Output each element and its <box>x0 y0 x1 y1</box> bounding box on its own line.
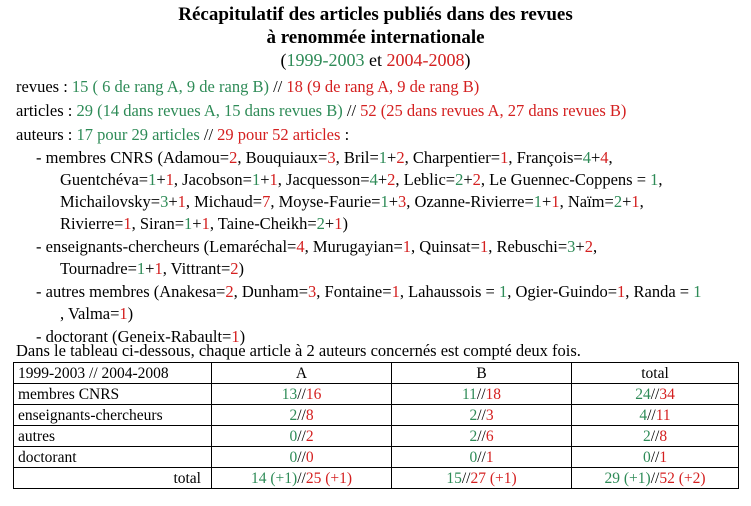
table-header-row: 1999-2003 // 2004-2008 A B total <box>13 362 739 384</box>
title-line-1: Récapitulatif des articles publiés dans … <box>178 4 573 25</box>
author-entry: Randa = 1 <box>633 282 702 301</box>
total-cell: 15//27 (+1) <box>391 467 572 489</box>
table-cell: 0//0 <box>211 446 392 468</box>
author-entry: Michailovsky=3+1, <box>60 192 195 211</box>
author-entry: Anakesa=2, <box>159 282 242 301</box>
author-entry: Taine-Cheikh=2+1) <box>217 214 348 233</box>
total-label: total <box>13 467 212 489</box>
author-entry: Dunham=3, <box>241 282 325 301</box>
author-entry: Jacobson=1+1, <box>182 170 287 189</box>
cnrs-line-3: Michailovsky=3+1, Michaud=7, Moyse-Fauri… <box>60 191 644 212</box>
summary-revues: revues : 15 ( 6 de rang A, 9 de rang B) … <box>16 77 480 96</box>
table-cell: 0//1 <box>391 446 572 468</box>
summary-articles: articles : 29 (14 dans revues A, 15 dans… <box>16 101 627 120</box>
author-entry: Vittrant=2) <box>170 259 245 278</box>
total-cell: 29 (+1)//52 (+2) <box>571 467 739 489</box>
author-entry: Ozanne-Rivierre=1+1, <box>414 192 568 211</box>
row-label: doctorant <box>13 446 212 468</box>
table-cell: 2//6 <box>391 425 572 447</box>
author-entry: François=4+4, <box>516 148 613 167</box>
table-row: doctorant 0//0 0//1 0//1 <box>13 446 739 468</box>
table-cell: 2//8 <box>571 425 739 447</box>
author-entry: Rebuschi=3+2, <box>496 237 598 256</box>
header-total: total <box>571 362 739 384</box>
total-cell: 14 (+1)//25 (+1) <box>211 467 392 489</box>
table-row: autres 0//2 2//6 2//8 <box>13 425 739 447</box>
row-label: membres CNRS <box>13 383 212 405</box>
cnrs-line-4: Rivierre=1, Siran=1+1, Taine-Cheikh=2+1) <box>60 213 348 234</box>
table-cell: 0//2 <box>211 425 392 447</box>
title-line-2: à renommée internationale <box>266 27 485 48</box>
author-entry: Leblic=2+2, <box>403 170 490 189</box>
table-row: membres CNRS 13//16 11//18 24//34 <box>13 383 739 405</box>
table-cell: 11//18 <box>391 383 572 405</box>
author-entry: Adamou=2, <box>162 148 246 167</box>
author-entry: Valma=1) <box>67 304 134 323</box>
author-entry: Lahaussois = 1, <box>408 282 516 301</box>
table-cell: 2//8 <box>211 404 392 426</box>
author-entry: Naïm=2+1, <box>567 192 644 211</box>
cnrs-line-1: - membres CNRS (Adamou=2, Bouquiaux=3, B… <box>36 148 613 167</box>
summary-auteurs: auteurs : 17 pour 29 articles // 29 pour… <box>16 125 350 144</box>
table-row: enseignants-chercheurs 2//8 2//3 4//11 <box>13 404 739 426</box>
header-a: A <box>211 362 392 384</box>
summary-table: 1999-2003 // 2004-2008 A B total membres… <box>13 362 739 489</box>
header-b: B <box>391 362 572 384</box>
author-entry: Bouquiaux=3, <box>245 148 344 167</box>
author-entry: Quinsat=1, <box>419 237 497 256</box>
ec-line-2: Tournadre=1+1, Vittrant=2) <box>60 258 244 279</box>
ec-line-1: - enseignants-chercheurs (Lemaréchal=4, … <box>36 237 598 256</box>
author-entry: Guentchéva=1+1, <box>60 170 183 189</box>
period-line: (1999-2003 et 2004-2008) <box>280 50 471 70</box>
doctorant-line: - doctorant (Geneix-Rabault=1) <box>36 327 246 346</box>
row-label: enseignants-chercheurs <box>13 404 212 426</box>
table-total-row: total 14 (+1)//25 (+1) 15//27 (+1) 29 (+… <box>13 467 739 489</box>
autres-line-1: - autres membres (Anakesa=2, Dunham=3, F… <box>36 282 702 301</box>
header-period: 1999-2003 // 2004-2008 <box>13 362 212 384</box>
author-entry: Siran=1+1, <box>139 214 218 233</box>
table-cell: 13//16 <box>211 383 392 405</box>
row-label: autres <box>13 425 212 447</box>
author-entry: Tournadre=1+1, <box>60 259 171 278</box>
author-entry: Bril=1+2, <box>343 148 413 167</box>
autres-line-2: , Valma=1) <box>60 304 134 323</box>
table-cell: 0//1 <box>571 446 739 468</box>
author-entry: Lemaréchal=4, <box>209 237 313 256</box>
author-entry: Michaud=7, <box>194 192 279 211</box>
author-entry: Le Guennec-Coppens = 1, <box>489 170 663 189</box>
author-entry: Murugayian=1, <box>312 237 420 256</box>
table-cell: 4//11 <box>571 404 739 426</box>
author-entry: Jacquesson=4+2, <box>286 170 404 189</box>
author-entry: Rivierre=1, <box>60 214 140 233</box>
author-entry: Charpentier=1, <box>412 148 517 167</box>
author-entry: Ogier-Guindo=1, <box>515 282 634 301</box>
table-note: Dans le tableau ci-dessous, chaque artic… <box>16 341 581 360</box>
author-entry: Moyse-Faurie=1+3, <box>278 192 415 211</box>
author-entry: Fontaine=1, <box>324 282 409 301</box>
cnrs-line-2: Guentchéva=1+1, Jacobson=1+1, Jacquesson… <box>60 169 663 190</box>
table-cell: 2//3 <box>391 404 572 426</box>
table-cell: 24//34 <box>571 383 739 405</box>
author-entry: Geneix-Rabault=1) <box>117 327 246 346</box>
